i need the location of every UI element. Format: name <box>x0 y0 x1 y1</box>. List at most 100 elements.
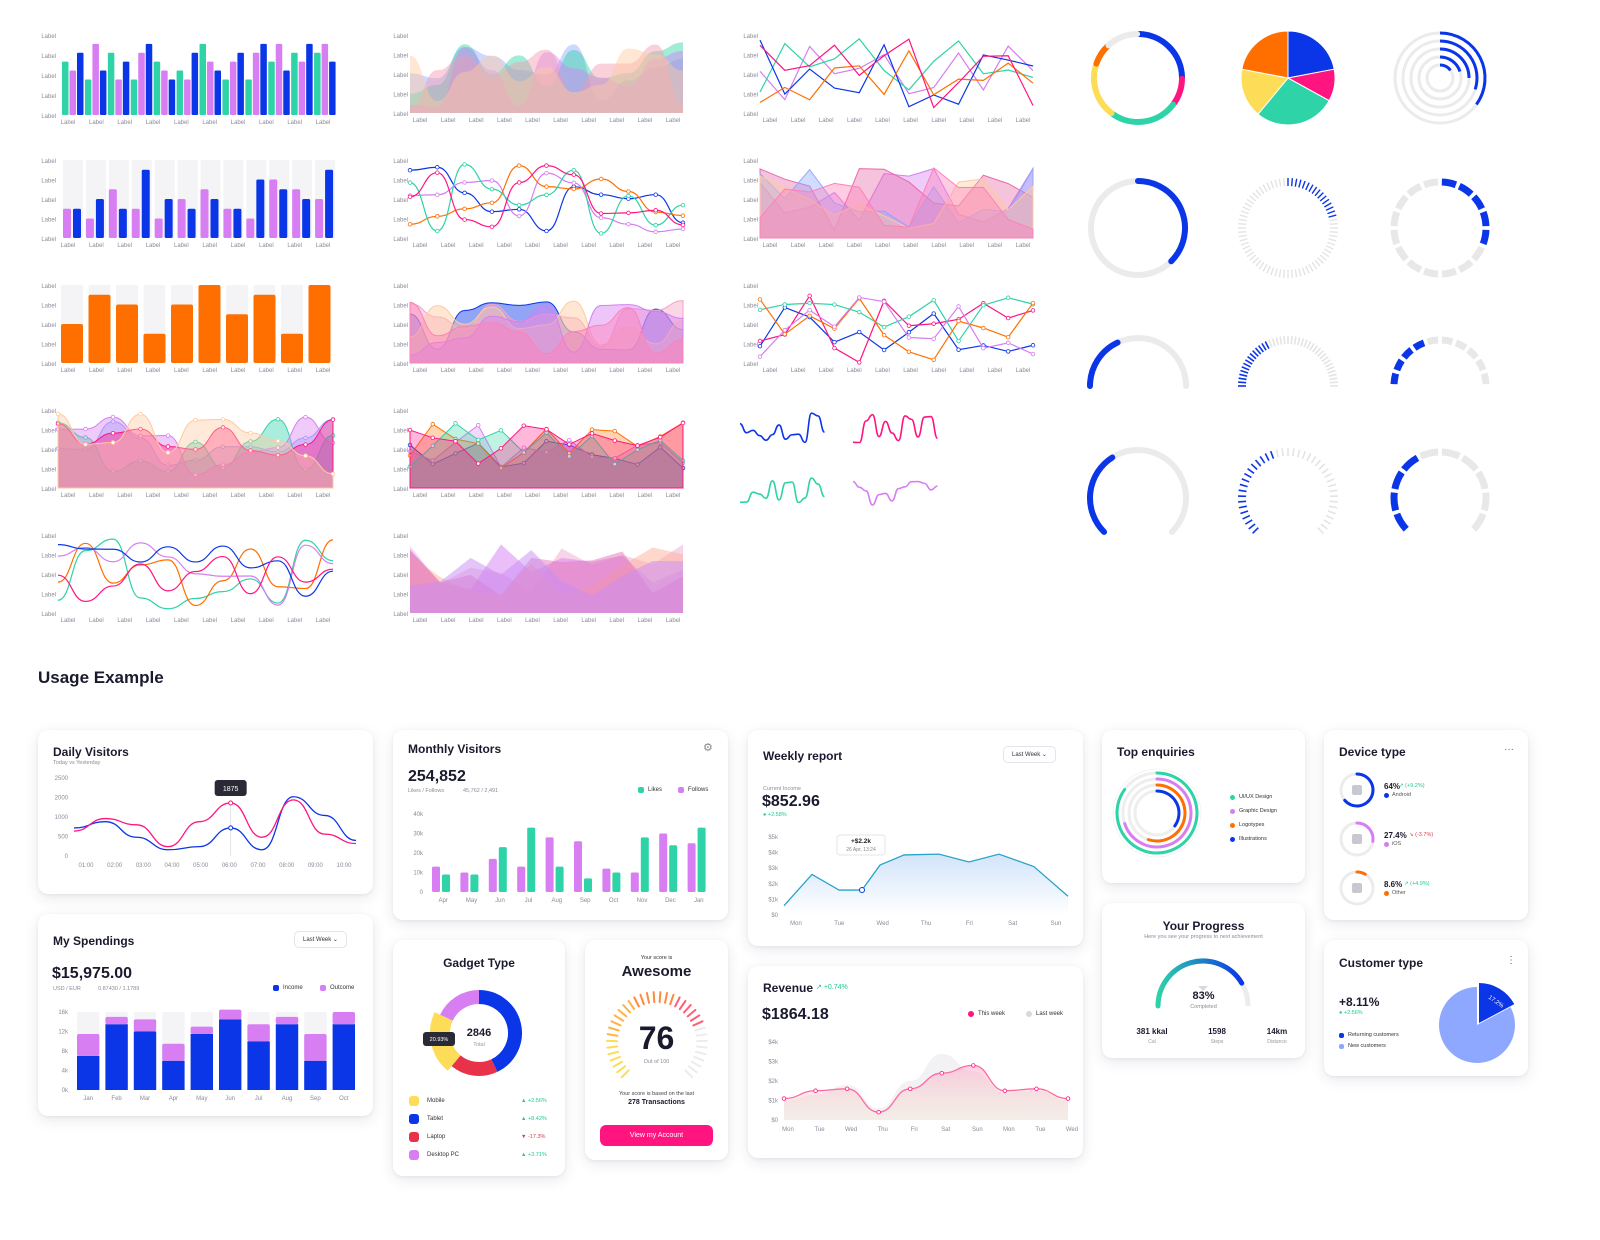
data-point <box>680 213 686 218</box>
y-tick-label: Label <box>393 93 408 99</box>
gauge-tick <box>1238 505 1247 509</box>
sparkline <box>852 480 938 506</box>
period-dropdown[interactable]: Last Week ⌄ <box>294 931 347 948</box>
x-tick-label: Label <box>413 118 428 124</box>
score-title: Awesome <box>621 963 692 980</box>
x-tick-label: Label <box>903 118 918 124</box>
y-tick-label: 20k <box>413 851 424 857</box>
data-point <box>462 217 467 222</box>
gauge-tick <box>613 1014 625 1022</box>
x-tick-label: Label <box>117 368 132 374</box>
bar <box>219 1009 242 1020</box>
data-point <box>165 433 171 438</box>
stat-value: 381 kkal <box>1136 1027 1168 1036</box>
x-tick-label: Label <box>581 368 596 374</box>
tooltip <box>214 780 247 796</box>
data-point <box>303 442 308 447</box>
progress-label: Completed <box>1190 1004 1217 1010</box>
bar <box>61 324 83 363</box>
data-point <box>859 887 865 894</box>
bar <box>107 52 115 115</box>
device-pct: 27.4% <box>1384 831 1407 840</box>
x-tick-label: Label <box>469 618 484 624</box>
pie-slice <box>1257 77 1330 126</box>
more-icon[interactable]: ⋮ <box>1506 955 1516 966</box>
data-point <box>55 411 61 417</box>
x-tick-label: 03:00 <box>136 863 152 869</box>
y-tick-label: $0 <box>771 1118 778 1124</box>
data-point <box>653 192 658 197</box>
device-label: iOS <box>1384 841 1401 847</box>
gauge-tick <box>1254 459 1262 467</box>
y-tick-label: Label <box>41 74 56 80</box>
period-dropdown[interactable]: Last Week ⌄ <box>1003 746 1056 763</box>
my-spendings-card: My Spendings Last Week ⌄ $15,975.00 USD … <box>38 914 373 1116</box>
gauge-tick <box>620 1069 630 1079</box>
gauge-tick <box>1327 369 1336 374</box>
legend-label: Graphic Design <box>1239 808 1277 814</box>
legend-swatch <box>1384 890 1389 896</box>
data-point <box>544 450 549 455</box>
gauge-tick <box>692 1020 704 1027</box>
data-point <box>931 321 936 326</box>
series-area <box>759 175 1034 239</box>
gauge-tick <box>690 1060 702 1068</box>
stat-label: Distance <box>1267 1039 1287 1045</box>
data-point <box>971 1063 976 1068</box>
ring-progress <box>1355 821 1375 843</box>
y-tick-label: $3k <box>768 866 779 872</box>
series-area <box>409 304 684 364</box>
bar <box>314 52 321 115</box>
y-tick-label: Label <box>41 429 56 435</box>
gauge-tick <box>1324 248 1332 254</box>
x-tick-label: Label <box>819 243 834 249</box>
gauge-segment <box>1419 448 1439 460</box>
gauge-tick <box>616 1065 627 1074</box>
legend-swatch <box>1230 808 1235 814</box>
gadget-change: ▲ +8.42% <box>521 1116 547 1122</box>
device-icon <box>1352 883 1362 893</box>
bar <box>226 314 248 363</box>
gauge-tick <box>1278 269 1282 278</box>
device-change: ↗ (+9.2%) <box>1399 783 1425 789</box>
gauge-segment <box>1480 372 1490 385</box>
gear-icon[interactable]: ⚙ <box>703 742 713 754</box>
gauge-tick <box>1246 198 1254 205</box>
data-point <box>430 421 435 427</box>
data-point <box>275 417 281 422</box>
data-point <box>626 221 631 227</box>
x-tick-label: Label <box>497 493 512 499</box>
bar <box>131 208 140 238</box>
data-point <box>435 192 440 197</box>
data-point <box>571 180 576 186</box>
tooltip <box>423 1032 455 1046</box>
data-point <box>489 209 495 214</box>
x-tick-label: Sun <box>972 1127 983 1133</box>
bar <box>77 1033 100 1056</box>
gauge-tick <box>627 999 636 1011</box>
gauge-tick <box>1262 264 1268 272</box>
gauge-tick <box>1244 248 1252 254</box>
x-tick-label: Oct <box>339 1096 349 1102</box>
data-point <box>782 331 788 337</box>
more-icon[interactable]: ··· <box>1504 744 1514 755</box>
gauge-tick <box>645 992 650 1004</box>
view-account-button[interactable]: View my Account <box>600 1125 713 1146</box>
donut-segment <box>1135 31 1185 81</box>
stat-label: Cal <box>1148 1039 1156 1045</box>
y-tick-label: Label <box>41 159 56 165</box>
x-tick-label: Label <box>202 120 217 126</box>
gauge-tick <box>1258 186 1265 194</box>
data-point <box>165 469 171 474</box>
gauge-segment <box>1412 339 1426 351</box>
bar <box>659 833 668 892</box>
legend-likes: Likes <box>638 787 662 793</box>
series-line <box>759 296 1034 358</box>
x-tick-label: Label <box>117 493 132 499</box>
legend-item: Logotypes <box>1230 822 1277 828</box>
donut-segment <box>478 990 522 1072</box>
x-tick-label: Label <box>316 493 331 499</box>
bar <box>527 827 536 892</box>
gauge-progress <box>1087 339 1121 389</box>
gauge-tick <box>1323 359 1332 365</box>
